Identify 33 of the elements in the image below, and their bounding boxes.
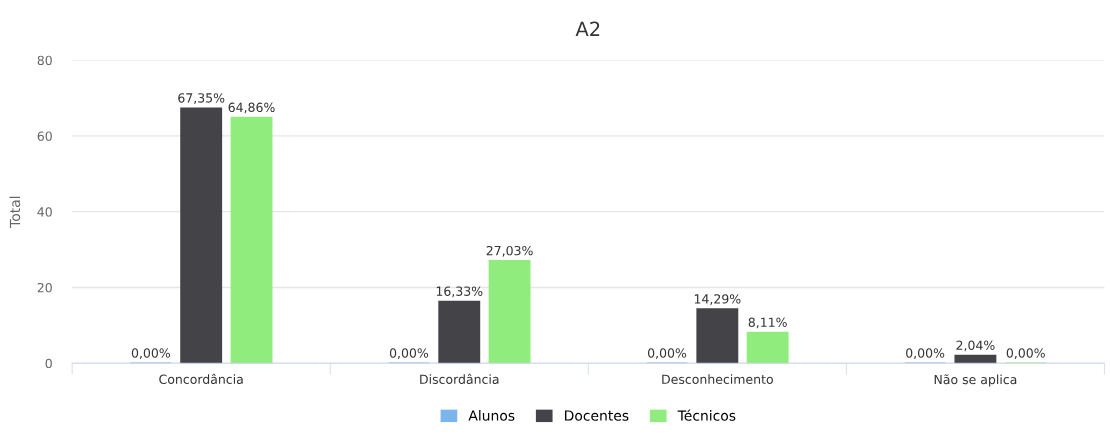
data-label: 0,00% bbox=[1006, 348, 1045, 360]
data-label: 14,29% bbox=[694, 294, 741, 305]
data-label: 27,03% bbox=[486, 245, 533, 257]
y-tick-label: 80 bbox=[37, 55, 52, 66]
chart-title: A2 bbox=[575, 21, 600, 36]
data-label: 64,86% bbox=[228, 102, 275, 114]
data-label: 2,04% bbox=[956, 340, 995, 352]
bar bbox=[746, 331, 789, 364]
y-tick-label: 20 bbox=[37, 282, 52, 293]
x-tick-label: Concordância bbox=[159, 373, 243, 384]
y-tick-label: 0 bbox=[45, 358, 52, 369]
y-axis-title: Total bbox=[9, 196, 21, 228]
x-tick-label: Não se aplica bbox=[934, 374, 1017, 387]
y-tick-label: 40 bbox=[37, 207, 52, 217]
x-tick-label: Discordância bbox=[420, 373, 499, 384]
legend-label: Técnicos bbox=[677, 409, 736, 421]
bar bbox=[438, 300, 481, 364]
data-label: 0,00% bbox=[647, 348, 687, 360]
bar bbox=[230, 116, 273, 364]
data-label: 8,11% bbox=[748, 317, 787, 329]
x-tick-label: Desconhecimento bbox=[662, 374, 773, 384]
bar bbox=[954, 354, 997, 364]
data-label: 0,00% bbox=[131, 348, 171, 360]
bar bbox=[180, 107, 223, 364]
bar bbox=[488, 260, 531, 364]
legend-label: Alunos bbox=[468, 410, 515, 421]
bar bbox=[696, 308, 739, 364]
data-label: 0,00% bbox=[906, 348, 945, 360]
y-tick-label: 60 bbox=[37, 131, 52, 141]
data-label: 16,33% bbox=[436, 286, 483, 298]
data-label: 0,00% bbox=[389, 348, 429, 360]
data-label: 67,35% bbox=[178, 93, 225, 104]
legend-label: Docentes bbox=[565, 410, 629, 421]
